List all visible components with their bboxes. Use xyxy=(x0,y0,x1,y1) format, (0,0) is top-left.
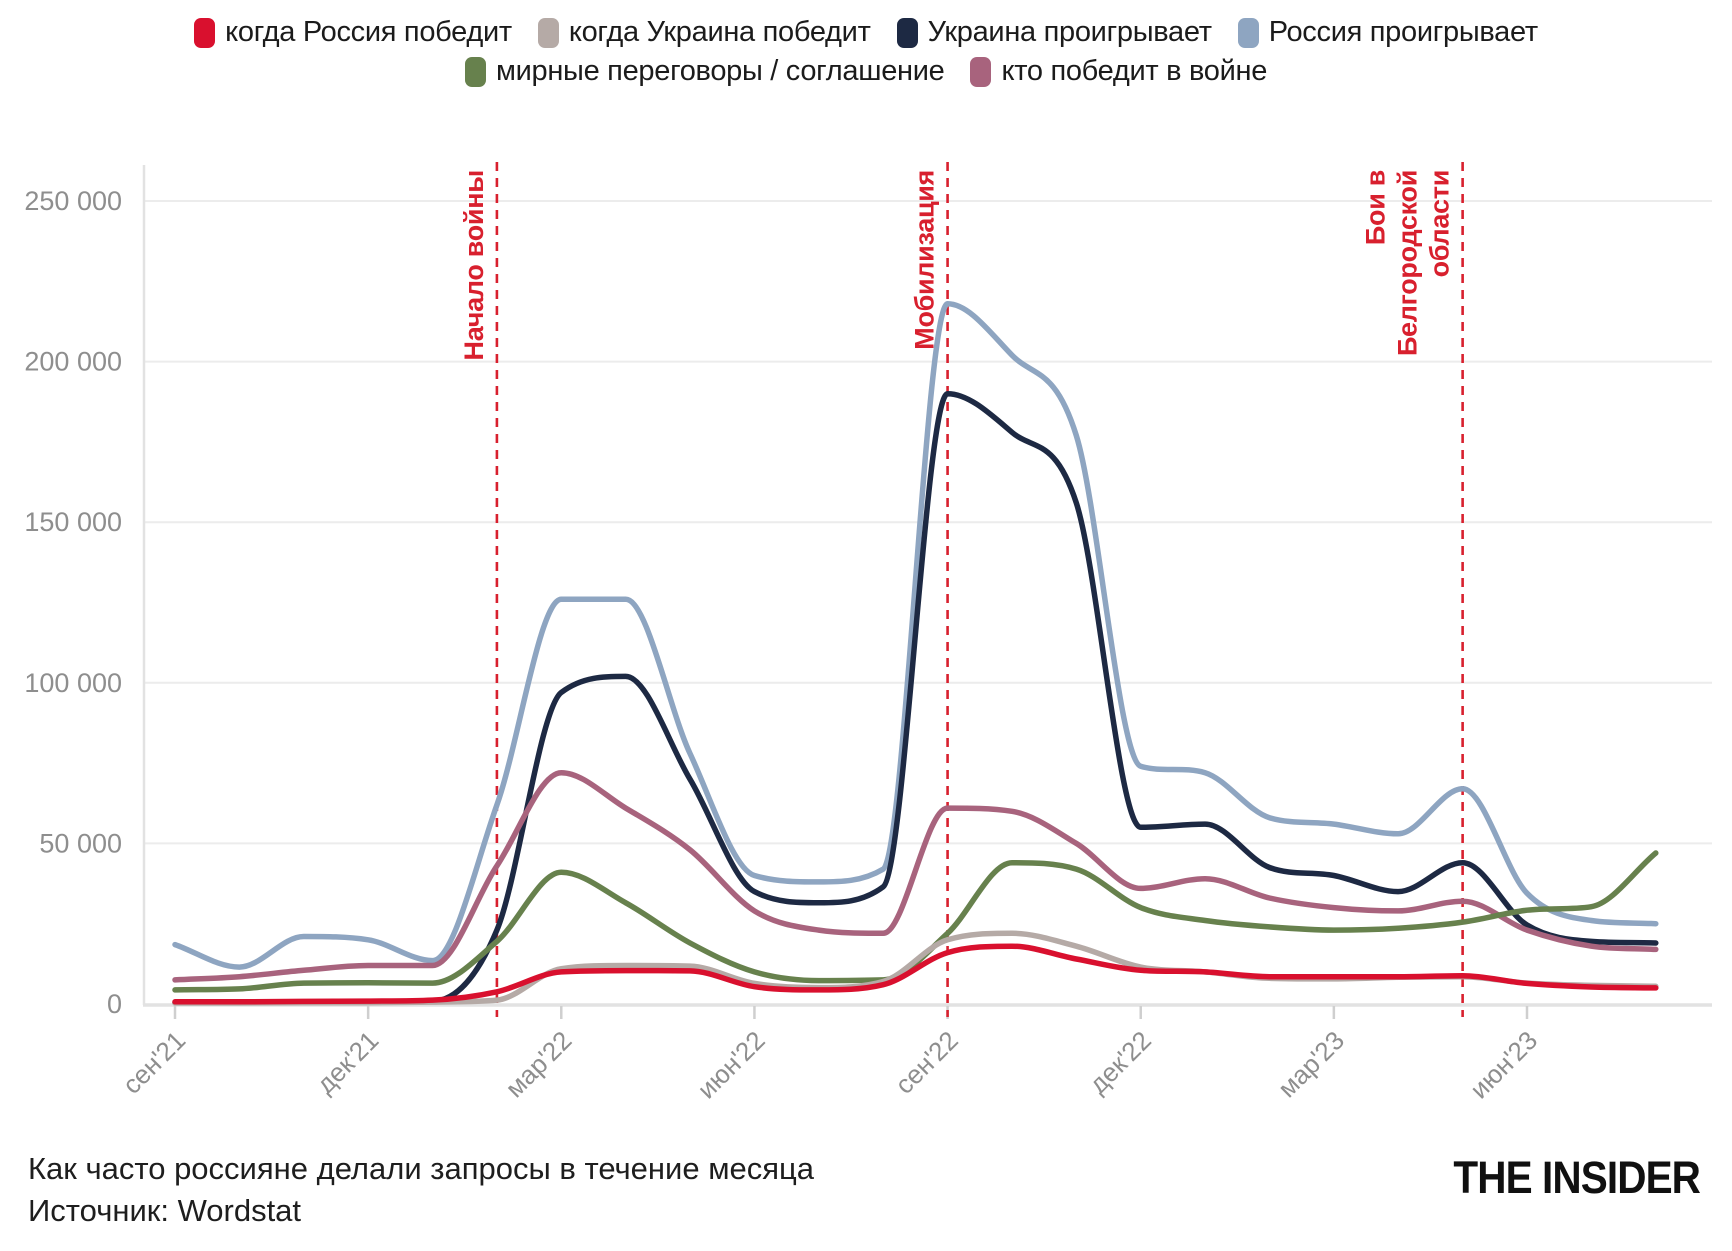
legend-swatch-icon xyxy=(537,17,559,48)
legend-swatch-icon xyxy=(194,17,216,48)
x-axis-label: мар'23 xyxy=(1272,1025,1350,1103)
x-axis-label: июн'22 xyxy=(691,1025,770,1104)
legend-label: когда Украина победит xyxy=(568,16,871,48)
x-axis-label: дек'21 xyxy=(310,1025,384,1099)
legend-swatch-icon xyxy=(970,56,992,87)
legend-item: когда Россия победит xyxy=(194,16,512,49)
x-axis-label: мар'22 xyxy=(499,1025,577,1103)
legend-swatch-icon xyxy=(896,17,918,48)
legend-label: Россия проигрывает xyxy=(1268,16,1538,48)
y-axis-label: 250 000 xyxy=(24,186,122,216)
x-axis-label: сен'21 xyxy=(116,1025,191,1100)
y-axis-label: 50 000 xyxy=(39,828,122,858)
legend-item: Украина проигрывает xyxy=(896,16,1212,49)
chart-legend: когда Россия победит когда Украина победи… xyxy=(0,16,1732,88)
legend-swatch-icon xyxy=(464,56,486,87)
the-insider-logo: THE INSIDER xyxy=(1453,1152,1701,1203)
chart-footer: Как часто россияне делали запросы в тече… xyxy=(28,1148,814,1232)
y-axis-label: 0 xyxy=(107,989,122,1019)
annotation-label: Мобилизация xyxy=(910,170,940,350)
legend-label: мирные переговоры / соглашение xyxy=(495,55,945,87)
legend-item: кто победит в войне xyxy=(970,55,1267,88)
legend-label: кто победит в войне xyxy=(1001,55,1268,87)
x-axis-label: июн'23 xyxy=(1464,1025,1543,1104)
chart-title: Как часто россияне делали запросы в тече… xyxy=(28,1151,815,1186)
legend-item: мирные переговоры / соглашение xyxy=(464,55,945,88)
annotation-label: области xyxy=(1425,170,1455,277)
y-axis-label: 150 000 xyxy=(24,507,122,537)
legend-row-2: мирные переговоры / соглашение кто победи… xyxy=(464,55,1267,88)
x-axis-label: сен'22 xyxy=(889,1025,964,1100)
legend-label: Украина проигрывает xyxy=(927,16,1212,48)
series-line-kogda-rossiya-pobedit xyxy=(172,943,1659,1005)
legend-row-1: когда Россия победит когда Украина победи… xyxy=(194,16,1538,49)
annotation-label: Бои в xyxy=(1361,170,1391,245)
chart-source: Источник: Wordstat xyxy=(28,1193,302,1228)
y-axis-label: 200 000 xyxy=(24,347,122,377)
annotation-label: Начало войны xyxy=(459,170,489,360)
y-axis-label: 100 000 xyxy=(24,668,122,698)
annotation-label: Белгородской xyxy=(1393,170,1423,356)
series-line-kto-pobedit-v-voyne xyxy=(172,769,1659,983)
series-line-ukraina-proigryvaet xyxy=(172,390,1659,1006)
legend-label: когда Россия победит xyxy=(225,16,512,48)
legend-swatch-icon xyxy=(1237,17,1259,48)
legend-item: Россия проигрывает xyxy=(1237,16,1538,49)
series-line-rossiya-proigryvaet xyxy=(172,301,1659,970)
x-axis-label: дек'22 xyxy=(1083,1025,1157,1099)
legend-item: когда Украина победит xyxy=(537,16,871,49)
